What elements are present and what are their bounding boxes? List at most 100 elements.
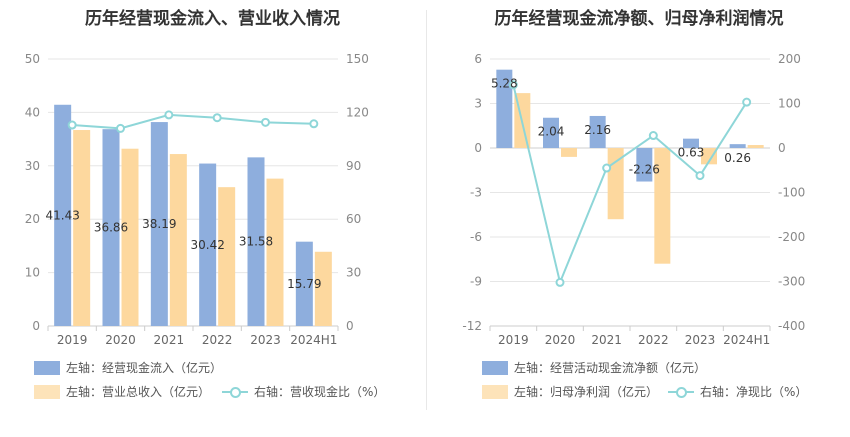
left-data-label: 36.86 xyxy=(94,221,128,235)
right-ytick-left: -3 xyxy=(470,186,482,200)
left-ytick-left: 50 xyxy=(25,52,40,66)
right-ytick-right: -100 xyxy=(778,186,805,200)
right-ytick-left: 3 xyxy=(474,97,482,111)
right-ytick-right: -400 xyxy=(778,319,805,333)
right-ytick-left: -12 xyxy=(462,319,482,333)
right-data-label: 0.26 xyxy=(724,151,751,165)
chart-right: -12 -9 -6 -3 0 3 6 -400 -300 -200 -100 0 100 200 2019 2… xyxy=(462,52,805,347)
right-data-label: -2.26 xyxy=(629,163,660,177)
panel-divider xyxy=(426,10,427,410)
left-data-label: 38.19 xyxy=(142,217,176,231)
right-xtick-label: 2022 xyxy=(638,333,669,347)
right-ratio-point xyxy=(508,80,518,90)
right-bar-secondary xyxy=(561,148,577,157)
right-xtick-label: 2024H1 xyxy=(723,333,770,347)
right-data-label: 2.16 xyxy=(584,123,611,137)
right-ytick-right: 0 xyxy=(778,141,786,155)
left-ytick-right: 60 xyxy=(346,212,361,226)
right-ytick-left: -6 xyxy=(470,230,482,244)
left-bar-primary xyxy=(199,163,217,326)
legend-label-cash-ratio: 右轴：营收现金比（%） xyxy=(254,385,386,399)
right-ratio-point xyxy=(742,97,752,107)
left-data-label: 31.58 xyxy=(239,235,273,249)
right-ratio-point xyxy=(602,163,612,173)
right-bar-primary xyxy=(496,69,513,148)
left-xtick-label: 2019 xyxy=(57,333,88,347)
left-xtick-label: 2023 xyxy=(250,333,281,347)
legend-item-revenue[interactable]: 左轴：营业总收入（亿元） xyxy=(34,383,210,400)
right-xtick-label: 2023 xyxy=(685,333,716,347)
right-bar-secondary xyxy=(607,148,624,220)
right-ratio-point xyxy=(648,131,658,141)
left-bar-secondary xyxy=(169,154,187,326)
legend-swatch-cash-inflow xyxy=(34,360,60,375)
left-xtick-label: 2024H1 xyxy=(290,333,337,347)
right-bar-primary xyxy=(683,138,699,148)
legend-item-cash-ratio[interactable]: 右轴：营收现金比（%） xyxy=(222,383,385,400)
chart-left: 0 10 20 30 40 50 0 30 60 90 120 150 2019 2020 2021 2022… xyxy=(25,52,369,347)
chart-title-left: 历年经营现金流入、营业收入情况 xyxy=(85,9,340,29)
left-bar-secondary xyxy=(218,187,236,326)
right-ytick-left: -9 xyxy=(470,275,482,289)
left-bar-secondary xyxy=(314,251,332,326)
left-bar-secondary xyxy=(73,130,91,326)
left-ytick-right: 90 xyxy=(346,159,361,173)
left-ytick-right: 120 xyxy=(346,105,369,119)
chart-panel-right: 历年经营现金流净额、归母净利润情况 -12 -9 -6 -3 0 3 6 -400 -300 -2… xyxy=(428,0,850,437)
left-bar-primary xyxy=(102,129,120,326)
left-ytick-right: 30 xyxy=(346,266,361,280)
right-ytick-right: -200 xyxy=(778,230,805,244)
legend-label-cash-inflow: 左轴：经营现金流入（亿元） xyxy=(66,361,223,375)
left-bar-secondary xyxy=(266,178,284,326)
right-ratio-line xyxy=(512,84,748,286)
chart-panel-left: 历年经营现金流入、营业收入情况 0 10 20 30 40 50 0 30 60 90 120 150… xyxy=(25,9,386,400)
legend-label-net-cash-ratio: 右轴：净现比（%） xyxy=(700,385,808,399)
left-ytick-left: 10 xyxy=(25,266,40,280)
right-bar-primary xyxy=(636,148,653,182)
left-ytick-left: 30 xyxy=(25,159,40,173)
left-ytick-right: 150 xyxy=(346,52,369,66)
left-ratio-point xyxy=(116,123,125,133)
right-bar-secondary xyxy=(654,148,671,264)
left-xtick-label: 2021 xyxy=(154,333,185,347)
left-ytick-right: 0 xyxy=(346,319,354,333)
right-xtick-label: 2021 xyxy=(591,333,622,347)
right-bar-primary xyxy=(543,117,559,148)
legend-swatch-revenue xyxy=(34,384,60,399)
legend-item-net-cash-ratio[interactable]: 右轴：净现比（%） xyxy=(668,383,807,400)
left-ratio-line xyxy=(72,113,314,130)
left-ytick-left: 20 xyxy=(25,212,40,226)
left-data-label: 15.79 xyxy=(287,277,321,291)
legend-swatch-cash-ratio xyxy=(222,385,248,399)
right-ratio-point xyxy=(695,171,705,181)
left-bar-primary xyxy=(150,122,168,326)
legend-item-net-profit[interactable]: 左轴：归母净利润（亿元） xyxy=(482,383,658,400)
left-ratio-point xyxy=(67,120,77,130)
left-xtick-label: 2022 xyxy=(202,333,233,347)
legend-swatch-net-cash-flow xyxy=(482,360,508,375)
right-data-label: 5.28 xyxy=(491,77,518,91)
legend-label-net-cash-flow: 左轴：经营活动现金流净额（亿元） xyxy=(514,361,707,375)
left-bar-primary xyxy=(295,241,313,326)
right-xtick-label: 2019 xyxy=(498,333,529,347)
left-ytick-left: 40 xyxy=(25,105,40,119)
left-ratio-point xyxy=(261,117,270,127)
right-bar-secondary xyxy=(701,148,717,165)
legend-swatch-net-profit xyxy=(482,384,508,399)
left-xtick-label: 2020 xyxy=(105,333,136,347)
legend-item-net-cash-flow[interactable]: 左轴：经营活动现金流净额（亿元） xyxy=(482,359,706,376)
left-data-label: 30.42 xyxy=(190,238,224,252)
legend-label-revenue: 左轴：营业总收入（亿元） xyxy=(66,385,211,399)
left-ratio-point xyxy=(164,110,174,120)
right-bar-primary xyxy=(729,144,746,148)
legend-item-cash-inflow[interactable]: 左轴：经营现金流入（亿元） xyxy=(34,359,222,376)
right-ytick-right: 100 xyxy=(778,97,801,111)
right-bar-primary xyxy=(589,115,606,148)
left-bar-secondary xyxy=(121,148,139,326)
legend-swatch-net-cash-ratio xyxy=(668,385,694,399)
right-xtick-label: 2020 xyxy=(545,333,576,347)
right-data-label: 2.04 xyxy=(538,125,565,139)
right-bar-secondary xyxy=(747,145,764,148)
right-ratio-point xyxy=(555,277,565,287)
right-ytick-right: -300 xyxy=(778,275,805,289)
